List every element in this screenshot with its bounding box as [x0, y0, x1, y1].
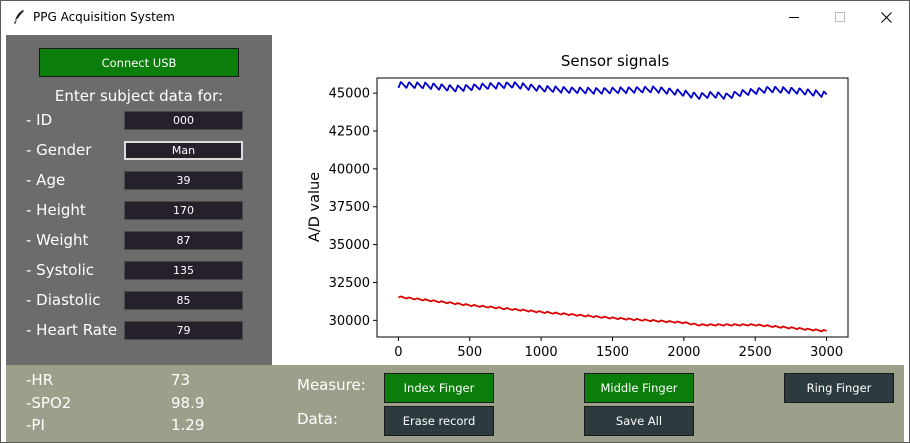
ring-finger-button[interactable]: Ring Finger: [784, 373, 894, 403]
close-icon: [880, 11, 892, 23]
height-field[interactable]: 170: [124, 201, 243, 220]
x-tick-label: 0: [394, 345, 402, 360]
id-label: - ID: [26, 111, 53, 129]
subject-panel: Connect USB Enter subject data for: - ID…: [6, 35, 272, 365]
measurement-panel: -HR 73 -SPO2 98.9 -PI 1.29 Measure: Data…: [6, 365, 904, 442]
middle-finger-button[interactable]: Middle Finger: [584, 373, 694, 403]
index-finger-button[interactable]: Index Finger: [384, 373, 494, 403]
x-tick-label: 500: [457, 345, 482, 360]
weight-field[interactable]: 87: [124, 231, 243, 250]
series-line-1: [397, 295, 827, 333]
gender-label: - Gender: [26, 141, 92, 159]
systolic-field[interactable]: 135: [124, 261, 243, 280]
title-bar: PPG Acquisition System: [1, 1, 909, 33]
diastolic-field[interactable]: 85: [124, 291, 243, 310]
age-field[interactable]: 39: [124, 171, 243, 190]
y-tick-label: 30000: [329, 314, 370, 329]
hr-label: -HR: [26, 371, 54, 389]
minimize-button[interactable]: [771, 1, 817, 33]
y-tick-label: 32500: [329, 276, 370, 291]
y-tick-label: 45000: [329, 87, 370, 102]
height-label: - Height: [26, 201, 86, 219]
y-tick-label: 37500: [329, 200, 370, 215]
erase-record-button[interactable]: Erase record: [384, 406, 494, 436]
y-tick-label: 40000: [329, 162, 370, 177]
connect-usb-button[interactable]: Connect USB: [39, 48, 239, 77]
id-field[interactable]: 000: [124, 111, 243, 130]
window-title: PPG Acquisition System: [33, 10, 175, 24]
x-tick-label: 3000: [810, 345, 843, 360]
plot-frame: [376, 77, 849, 338]
close-button[interactable]: [863, 1, 909, 33]
x-axis: 0 500 1000 1500 2000 2500 3000: [394, 337, 843, 360]
x-tick-label: 1000: [525, 345, 558, 360]
save-all-button[interactable]: Save All: [584, 406, 694, 436]
measure-label: Measure:: [297, 376, 366, 394]
y-axis: 30000 32500 35000 37500 40000 42500 45000: [329, 87, 377, 329]
maximize-icon: [835, 12, 845, 22]
chart-title: Sensor signals: [561, 52, 670, 70]
pi-value: 1.29: [171, 416, 205, 434]
heart-rate-label: - Heart Rate: [26, 321, 118, 339]
x-tick-label: 2000: [667, 345, 700, 360]
series-group: [397, 81, 828, 333]
gender-field[interactable]: Man: [124, 141, 243, 160]
x-tick-label: 2500: [739, 345, 772, 360]
maximize-button[interactable]: [817, 1, 863, 33]
spo2-value: 98.9: [171, 394, 205, 412]
hr-value: 73: [171, 371, 191, 389]
age-label: - Age: [26, 171, 66, 189]
y-axis-label: A/D value: [307, 172, 323, 242]
sensor-chart: Sensor signals A/D value 0 500 1000 1500 200…: [273, 35, 909, 365]
systolic-label: - Systolic: [26, 261, 95, 279]
data-label: Data:: [297, 410, 338, 428]
series-line-0: [397, 81, 828, 100]
feather-icon: [11, 9, 27, 25]
weight-label: - Weight: [26, 231, 89, 249]
diastolic-label: - Diastolic: [26, 291, 101, 309]
pi-label: -PI: [26, 416, 45, 434]
spo2-label: -SPO2: [26, 394, 72, 412]
minimize-icon: [789, 12, 799, 22]
chart-canvas: Sensor signals A/D value 0 500 1000 1500 200…: [307, 52, 849, 360]
x-tick-label: 1500: [596, 345, 629, 360]
heart-rate-field[interactable]: 79: [124, 321, 243, 340]
subject-heading: Enter subject data for:: [54, 87, 224, 105]
y-tick-label: 42500: [329, 125, 370, 140]
y-tick-label: 35000: [329, 238, 370, 253]
